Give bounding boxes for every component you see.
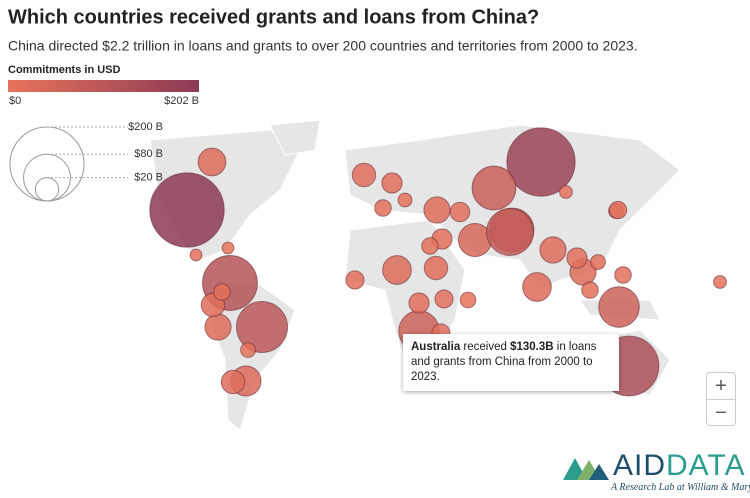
- bubble: [522, 272, 552, 302]
- size-legend-label: $80 B: [134, 148, 163, 160]
- bubble: [598, 286, 640, 328]
- logo-tagline: A Research Lab at William & Mary: [611, 482, 750, 493]
- bubble: [221, 241, 235, 255]
- bubble: [408, 292, 430, 314]
- logo-text: DATA: [666, 449, 746, 482]
- bubble: [381, 172, 403, 194]
- bubble: [539, 236, 567, 264]
- bubble: [566, 247, 588, 269]
- bubble: [421, 237, 439, 255]
- legend-min: $0: [9, 95, 21, 107]
- legend-title: Commitments in USD: [8, 64, 121, 76]
- size-legend-circle: [9, 126, 85, 202]
- bubble: [235, 300, 289, 354]
- tooltip: Australia received $130.3B in loans and …: [403, 334, 619, 391]
- bubble: [189, 248, 203, 262]
- zoom-out[interactable]: −: [715, 402, 727, 424]
- bubble: [614, 266, 632, 284]
- bubble: [423, 196, 451, 224]
- color-ramp: [8, 80, 199, 92]
- bubble: [486, 208, 534, 256]
- legend-max: $202 B: [164, 95, 199, 107]
- tooltip-text: received: [460, 341, 511, 353]
- bubble: [434, 289, 454, 309]
- bubble: [351, 162, 377, 188]
- tooltip-text: in loans and grants from China from 2000…: [411, 341, 597, 383]
- bubble: [713, 275, 727, 289]
- bubble: [345, 270, 365, 290]
- zoom-in[interactable]: +: [707, 373, 735, 400]
- bubble: [204, 313, 232, 341]
- logo-mark: [563, 458, 609, 480]
- size-legend-circle: [34, 177, 60, 202]
- bubble: [374, 199, 392, 217]
- bubble: [382, 255, 412, 285]
- bubble: [506, 127, 576, 197]
- logo-text: AID: [613, 449, 667, 482]
- tooltip-country: Australia: [411, 341, 461, 353]
- title: Which countries received grants and loan…: [8, 6, 539, 28]
- bubble: [220, 369, 246, 395]
- bubble: [197, 147, 227, 177]
- bubble: [423, 255, 449, 281]
- bubble: [471, 165, 517, 211]
- bubble: [149, 172, 225, 248]
- size-legend-label: $200 B: [128, 121, 163, 133]
- bubble: [397, 192, 413, 208]
- bubble: [559, 185, 573, 199]
- bubble: [608, 200, 628, 220]
- zoom-controls: + −: [706, 372, 736, 426]
- bubble: [459, 291, 477, 309]
- bubble: [581, 281, 599, 299]
- bubble: [240, 342, 256, 358]
- size-legend-label: $20 B: [134, 172, 163, 184]
- bubble: [590, 254, 606, 270]
- tooltip-amount: $130.3B: [510, 341, 554, 353]
- subtitle: China directed $2.2 trillion in loans an…: [8, 38, 638, 54]
- bubble: [449, 201, 471, 223]
- bubble: [213, 283, 231, 301]
